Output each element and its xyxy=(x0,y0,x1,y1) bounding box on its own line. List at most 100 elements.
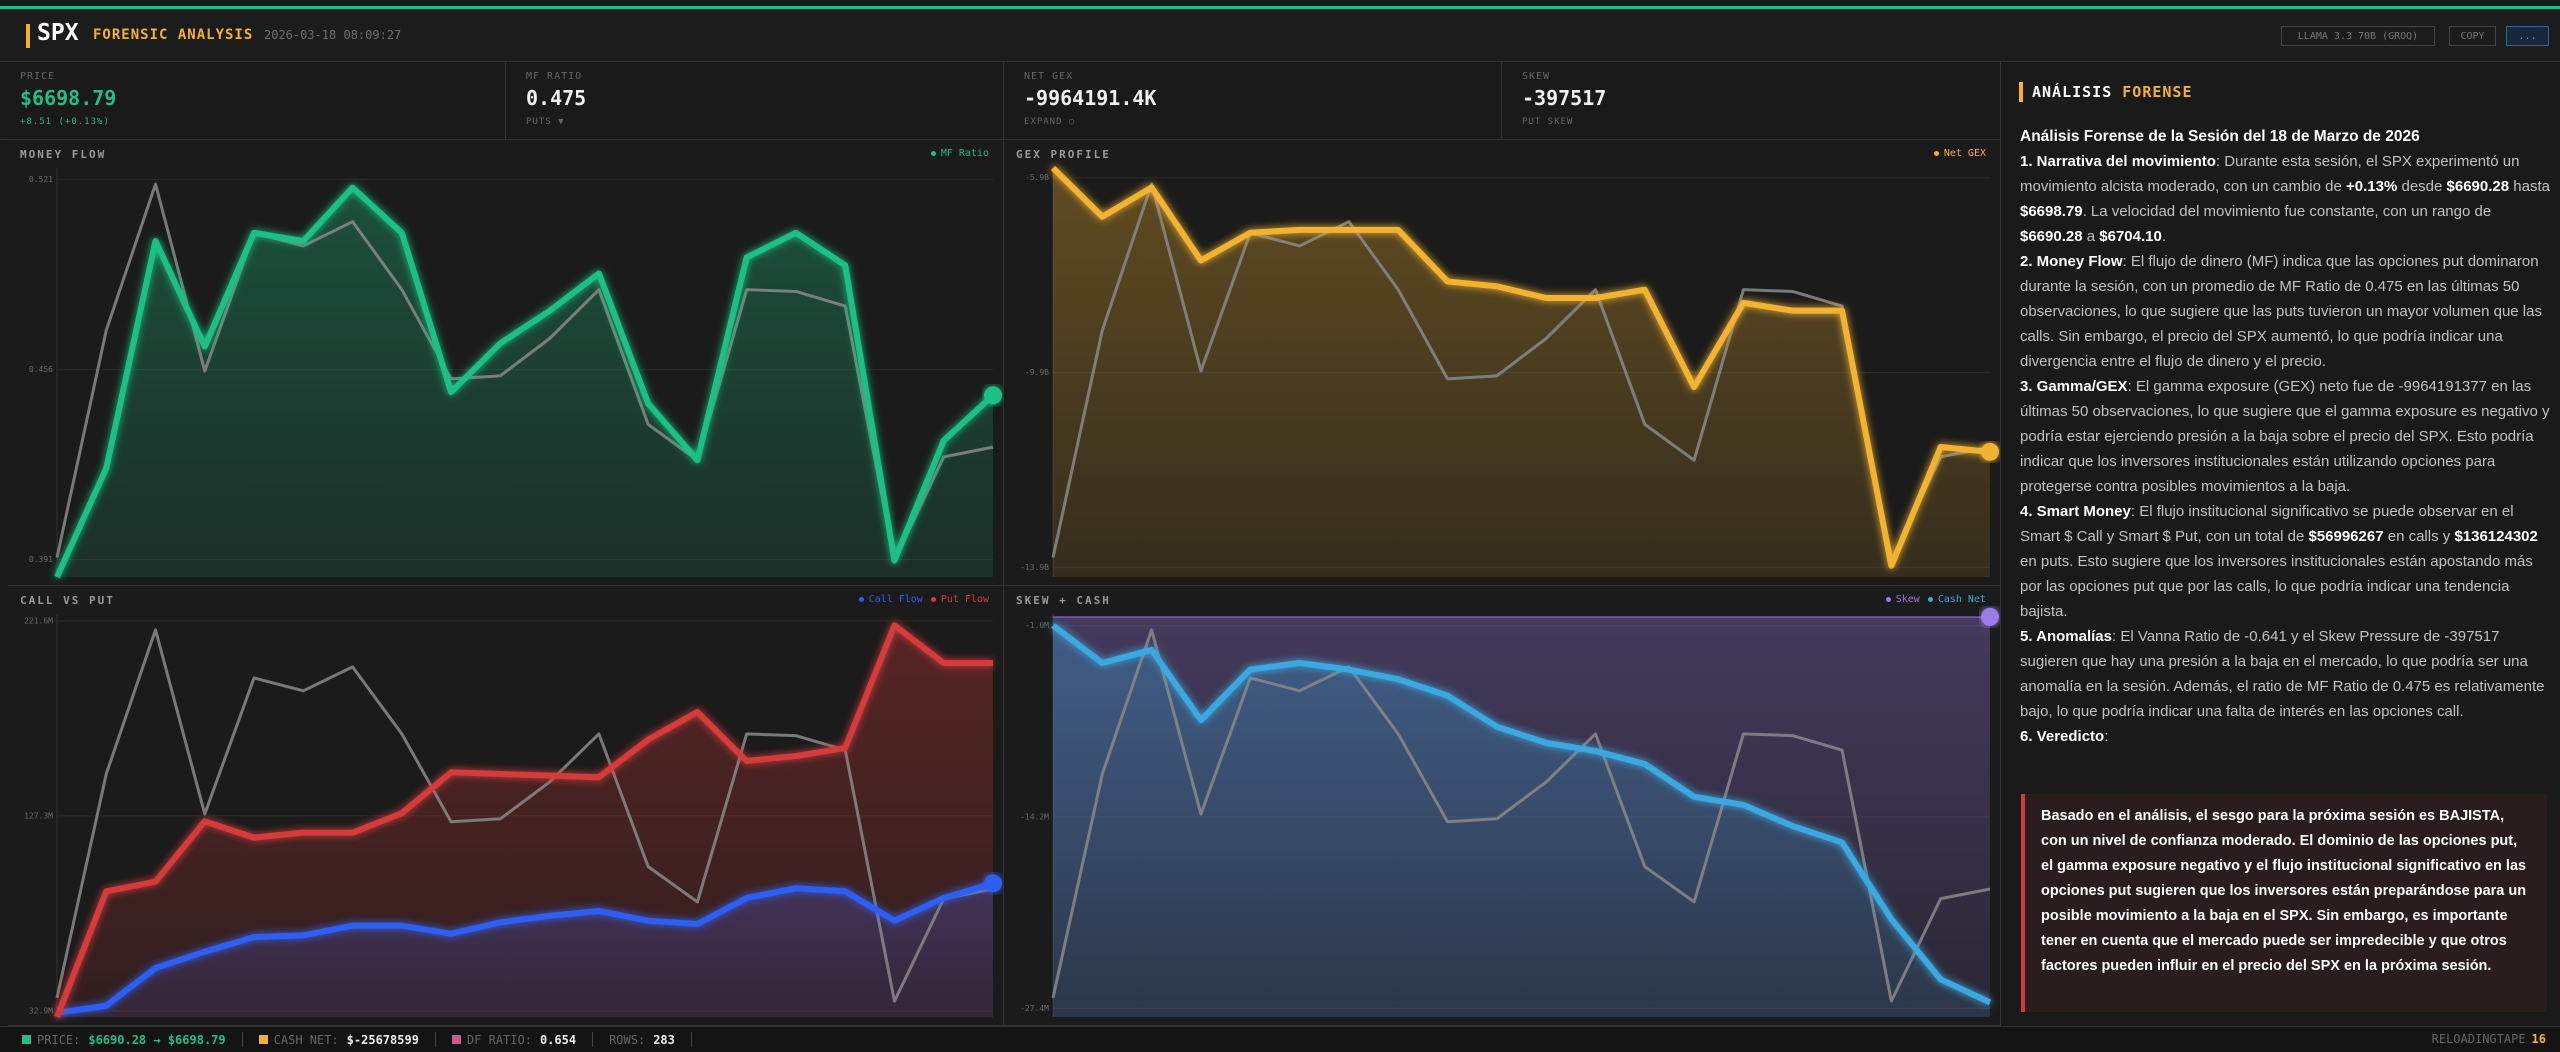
status-item: DF RATIO: 0.654 xyxy=(452,1032,593,1047)
stat-value: -397517 xyxy=(1522,86,1606,110)
status-value: $-25678599 xyxy=(347,1033,419,1047)
copy-button[interactable]: COPY xyxy=(2449,26,2496,46)
chart-plot: -5.9B -9.9B -13.9B xyxy=(1004,140,2000,585)
y-tick-label: 221.6M xyxy=(24,617,53,626)
y-tick-label: 32.9M xyxy=(29,1007,53,1016)
status-label: PRICE: xyxy=(37,1033,80,1047)
bold-text: 3. Gamma/GEX xyxy=(2020,378,2128,395)
bold-text: 1. Narrativa del movimiento xyxy=(2020,153,2216,170)
text: a xyxy=(2083,228,2100,245)
analysis-panel: ANÁLISIS FORENSE Análisis Forense de la … xyxy=(2001,62,2560,1026)
panel-title: ANÁLISIS FORENSE xyxy=(2032,83,2193,101)
stat-label: PRICE xyxy=(20,71,55,82)
y-tick-label: 0.521 xyxy=(29,175,53,184)
analysis-paragraph: 2. Money Flow: El flujo de dinero (MF) i… xyxy=(2020,249,2550,374)
chart-panel: MONEY FLOW MF Ratio 0.391 0.456 0.521 xyxy=(8,140,1004,586)
bold-text: $6690.28 xyxy=(2020,228,2083,245)
stat-sub[interactable]: EXPAND ○ xyxy=(1024,117,1075,127)
legend: Call Flow Put Flow xyxy=(859,594,989,605)
status-value: 0.654 xyxy=(540,1033,576,1047)
text: . xyxy=(2162,228,2166,245)
y-tick-label: 0.391 xyxy=(29,555,53,564)
analysis-paragraph: 1. Narrativa del movimiento: Durante est… xyxy=(2020,149,2550,249)
y-tick-label: 0.456 xyxy=(29,365,53,374)
bold-text: 6. Veredicto xyxy=(2020,728,2104,745)
text: : El gamma exposure (GEX) neto fue de -9… xyxy=(2020,378,2549,495)
y-tick-label: -27.4M xyxy=(1020,1004,1049,1013)
header-title: FORENSIC ANALYSIS xyxy=(93,27,253,43)
stat-card: SKEW -397517 PUT SKEW xyxy=(1502,62,2001,140)
status-label: ROWS: xyxy=(609,1033,645,1047)
stat-label: SKEW xyxy=(1522,71,1550,82)
text: : xyxy=(2104,728,2108,745)
status-value: 16 xyxy=(2532,1032,2546,1046)
status-right: RELOADINGTAPE 16 xyxy=(2432,1032,2546,1046)
stat-value: -9964191.4K xyxy=(1024,86,1156,110)
title-accent: FORENSE xyxy=(2122,83,2192,101)
chart-plot: 0.391 0.456 0.521 xyxy=(8,140,1003,585)
stat-label: MF RATIO xyxy=(526,71,582,82)
legend-entry: Put Flow xyxy=(931,594,989,605)
y-tick-label: -14.2M xyxy=(1020,812,1049,821)
y-tick-label: -13.9B xyxy=(1020,563,1049,572)
y-tick-label: -5.9B xyxy=(1025,173,1049,182)
bold-text: 4. Smart Money xyxy=(2020,503,2131,520)
stat-value: 0.475 xyxy=(526,86,586,110)
status-label: RELOADINGTAPE xyxy=(2432,1032,2526,1046)
analysis-paragraph: 3. Gamma/GEX: El gamma exposure (GEX) ne… xyxy=(2020,374,2550,499)
title-text: ANÁLISIS xyxy=(2032,83,2112,101)
chart-title: MONEY FLOW xyxy=(20,148,106,161)
analysis-paragraph: 4. Smart Money: El flujo institucional s… xyxy=(2020,499,2550,624)
chart-title: CALL VS PUT xyxy=(20,594,115,607)
bold-text: 2. Money Flow xyxy=(2020,253,2123,270)
symbol: SPX xyxy=(37,20,79,46)
status-label: DF RATIO: xyxy=(467,1033,532,1047)
chart-title: SKEW + CASH xyxy=(1016,594,1111,607)
chart-panel: SKEW + CASH Skew Cash Net -1.0M -14.2M -27.4M xyxy=(1004,586,2001,1026)
status-item: PRICE: $6690.28 → $6698.79 xyxy=(22,1032,243,1047)
stat-sub: PUTS ▼ xyxy=(526,117,565,127)
y-tick-label: -1.0M xyxy=(1025,621,1049,630)
timestamp: 2026-03-18 08:09:27 xyxy=(264,28,401,42)
status-swatch xyxy=(22,1035,31,1044)
accent-bar xyxy=(2019,82,2023,102)
status-value: $6690.28 → $6698.79 xyxy=(88,1033,225,1047)
analysis-heading: Análisis Forense de la Sesión del 18 de … xyxy=(2020,124,2550,149)
legend-entry: Cash Net xyxy=(1928,594,1986,605)
analysis-paragraph: 6. Veredicto: xyxy=(2020,724,2550,749)
analysis-paragraph: 5. Anomalías: El Vanna Ratio de -0.641 y… xyxy=(2020,624,2550,724)
status-swatch xyxy=(259,1035,268,1044)
stat-card: MF RATIO 0.475 PUTS ▼ xyxy=(506,62,1004,140)
text: : El flujo de dinero (MF) indica que las… xyxy=(2020,253,2542,370)
stat-card: NET GEX -9964191.4K EXPAND ○ xyxy=(1004,62,1502,140)
legend: Skew Cash Net xyxy=(1886,594,1986,605)
bold-text: $6698.79 xyxy=(2020,203,2083,220)
y-tick-label: -9.9B xyxy=(1025,368,1049,377)
accent-bar xyxy=(26,24,30,48)
end-marker xyxy=(1981,608,1999,626)
end-marker xyxy=(984,874,1002,892)
more-button[interactable]: ... xyxy=(2506,26,2549,46)
chart-plot: -1.0M -14.2M -27.4M xyxy=(1004,586,2000,1025)
text: en puts. Esto sugiere que los inversores… xyxy=(2020,553,2533,620)
stat-value: $6698.79 xyxy=(20,86,116,110)
legend-entry: MF Ratio xyxy=(931,148,989,159)
chart-title: GEX PROFILE xyxy=(1016,148,1111,161)
bold-text: $136124302 xyxy=(2454,528,2537,545)
verdict-box: Basado en el análisis, el sesgo para la … xyxy=(2021,794,2547,1012)
text: desde xyxy=(2397,178,2446,195)
model-button[interactable]: LLAMA 3.3 70B (GROQ) xyxy=(2281,26,2435,46)
text: en calls y xyxy=(2384,528,2455,545)
area xyxy=(57,188,993,577)
end-marker xyxy=(984,386,1002,404)
legend-entry: Call Flow xyxy=(859,594,923,605)
legend: MF Ratio xyxy=(931,148,989,159)
bold-text: $56996267 xyxy=(2308,528,2383,545)
bold-text: $6690.28 xyxy=(2447,178,2510,195)
legend-entry: Skew xyxy=(1886,594,1920,605)
stat-sub: +8.51 (+0.13%) xyxy=(20,117,110,127)
status-value: 283 xyxy=(653,1033,675,1047)
